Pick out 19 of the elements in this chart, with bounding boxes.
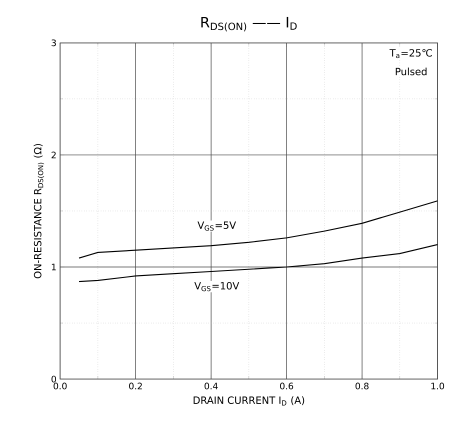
x-tick-label: 0.6 [280,382,294,390]
line-series [78,200,438,259]
y-axis-title: ON-RESISTANCE R$_{DS(ON)}$ (Ω) [34,144,44,278]
annotation: Pulsed [396,68,427,76]
annotation: T$_{a}$=25℃ [390,49,432,58]
y-tick-label: 0 [52,376,56,383]
y-tick-label: 3 [52,39,56,46]
y-tick-label: 2 [52,152,56,158]
annotation: V$_{GS}$=5V [198,222,236,231]
y-tick-label: 1 [52,264,56,270]
line-series [78,244,438,282]
x-tick-label: 0.8 [356,382,369,390]
x-axis-title: DRAIN CURRENT I$_{D}$ (A) [194,396,304,406]
annotation: V$_{GS}$=10V [194,282,240,292]
x-tick-label: 0.2 [129,382,142,390]
x-tick-label: 1.0 [431,382,444,390]
chart-title: R$_{DS(ON)}$ —— I$_{D}$ [201,16,297,32]
x-tick-label: 0.0 [54,382,67,390]
x-tick-label: 0.4 [204,382,218,390]
